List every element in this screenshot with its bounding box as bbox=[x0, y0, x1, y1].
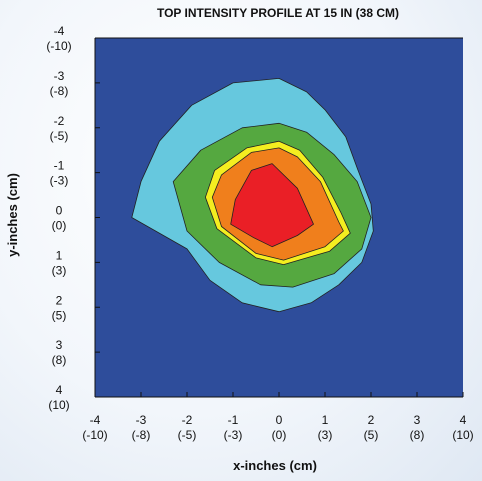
x-tick-label-cm: (-3) bbox=[224, 428, 243, 442]
x-tick-label-inches: -3 bbox=[136, 413, 147, 427]
x-tick-label-cm: (8) bbox=[410, 428, 425, 442]
y-tick-label-inches: -4 bbox=[54, 24, 65, 38]
y-tick-label-inches: 4 bbox=[56, 383, 63, 397]
x-tick-label-inches: 0 bbox=[276, 413, 283, 427]
y-tick-label-inches: -3 bbox=[54, 69, 65, 83]
y-tick-label-cm: (-3) bbox=[50, 174, 69, 188]
contour-levels bbox=[131, 78, 374, 313]
x-axis-title: x-inches (cm) bbox=[233, 458, 317, 473]
y-tick-label-cm: (10) bbox=[48, 398, 69, 412]
x-axis: -4(-10) -3(-8) -2(-5) -1(-3) 0(0) 1(3) 2(5) 3(8… bbox=[82, 392, 474, 442]
chart-title: TOP INTENSITY PROFILE AT 15 IN (38 CM) bbox=[157, 6, 399, 20]
y-tick-label-inches: -2 bbox=[54, 114, 65, 128]
y-tick-label-cm: (-8) bbox=[50, 84, 69, 98]
contour-level-5 bbox=[230, 163, 314, 248]
x-tick-label-cm: (-10) bbox=[82, 428, 107, 442]
y-tick-label-cm: (8) bbox=[52, 353, 67, 367]
x-tick-label-cm: (-8) bbox=[132, 428, 151, 442]
y-axis: -4(-10) -3(-8) -2(-5) -1(-3) 0(0) 1(3) 2(5) 3(8… bbox=[46, 24, 100, 412]
x-tick-label-inches: -2 bbox=[182, 413, 193, 427]
y-tick-label-inches: 2 bbox=[56, 293, 63, 307]
y-tick-label-cm: (-10) bbox=[46, 39, 71, 53]
y-tick-label-inches: 3 bbox=[56, 338, 63, 352]
y-tick-label-cm: (5) bbox=[52, 308, 67, 322]
x-tick-label-inches: -4 bbox=[90, 413, 101, 427]
x-tick-label-cm: (10) bbox=[452, 428, 473, 442]
x-tick-label-inches: 3 bbox=[414, 413, 421, 427]
x-tick-label-cm: (0) bbox=[272, 428, 287, 442]
y-tick-label-inches: 0 bbox=[56, 204, 63, 218]
y-tick-label-cm: (0) bbox=[52, 219, 67, 233]
y-axis-title: y-inches (cm) bbox=[5, 173, 20, 257]
x-tick-label-cm: (-5) bbox=[178, 428, 197, 442]
x-tick-label-cm: (3) bbox=[318, 428, 333, 442]
x-tick-label-cm: (5) bbox=[364, 428, 379, 442]
x-tick-label-inches: 4 bbox=[460, 413, 467, 427]
x-tick-label-inches: 1 bbox=[322, 413, 329, 427]
y-tick-label-cm: (3) bbox=[52, 263, 67, 277]
y-tick-label-inches: 1 bbox=[56, 248, 63, 262]
y-tick-label-inches: -1 bbox=[54, 159, 65, 173]
y-tick-label-cm: (-5) bbox=[50, 129, 69, 143]
x-tick-label-inches: -1 bbox=[228, 413, 239, 427]
x-tick-label-inches: 2 bbox=[368, 413, 375, 427]
